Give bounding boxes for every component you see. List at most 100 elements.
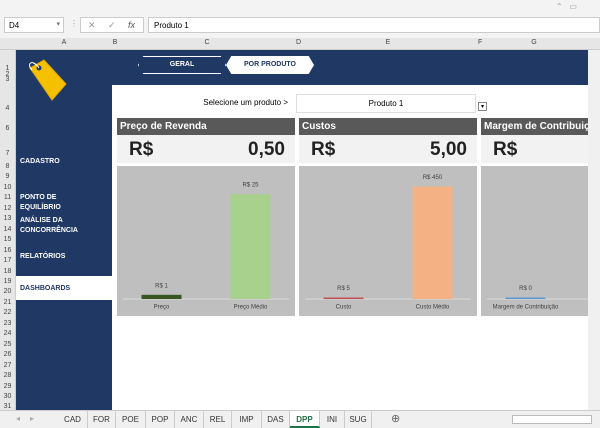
sheet-tab[interactable]: ANC	[175, 411, 204, 428]
sheet-tab-bar: ◂ ▸ ⊕ CAD FOR POE POP ANC REL IMP DAS DPP INI SUG	[0, 410, 600, 428]
tab-next[interactable]: ▸	[30, 414, 35, 423]
row-header: 22	[3, 309, 12, 316]
row-header: 17	[3, 257, 12, 264]
row-header: 6	[5, 125, 10, 132]
card-title: Preço de Revenda	[117, 118, 295, 135]
category-label: Preço	[154, 305, 170, 311]
card-title: Margem de Contribuição	[481, 118, 588, 135]
dropdown-arrow[interactable]: ▾	[478, 102, 487, 111]
sheet-tab[interactable]: INI	[320, 411, 345, 428]
category-label: Margem de Contribuição	[493, 305, 559, 311]
sidebar-item[interactable]: CADASTRO	[20, 158, 60, 165]
sidebar	[16, 50, 112, 410]
sheet-tab[interactable]: FOR	[88, 411, 116, 428]
row-header: 16	[3, 247, 12, 254]
column-header-bar	[0, 38, 600, 50]
value-label: R$ 0	[519, 286, 532, 292]
column-header: C	[204, 39, 210, 46]
sidebar-item[interactable]: RELATÓRIOS	[20, 253, 66, 260]
card-amount: 5,00	[430, 139, 467, 160]
selector-label: Selecione um produto >	[203, 98, 288, 107]
window-controls[interactable]: ⌃ ▭	[556, 2, 577, 11]
name-box[interactable]: D4 ▾	[4, 17, 64, 33]
vertical-scrollbar[interactable]	[588, 50, 600, 410]
value-label: R$ 25	[242, 183, 259, 189]
row-header: 26	[3, 351, 12, 358]
row-header: 20	[3, 288, 12, 295]
row-header: 21	[3, 299, 12, 306]
row-header: 14	[3, 226, 12, 233]
row-header: 3	[5, 76, 10, 83]
sheet-tab[interactable]: DPP	[290, 411, 320, 428]
card-currency: R$	[129, 139, 154, 160]
row-header: 8	[5, 163, 10, 170]
bar	[412, 186, 453, 299]
row-header: 7	[5, 150, 10, 157]
sheet-tab[interactable]: POE	[116, 411, 146, 428]
mini-chart: Custo R$ 5 Custo Médio R$ 450	[299, 166, 477, 316]
column-header: G	[531, 39, 537, 46]
sheet-tab[interactable]: SUG	[345, 411, 372, 428]
sidebar-item[interactable]: PONTO DE EQUILÍBRIO	[20, 194, 61, 211]
add-sheet[interactable]: ⊕	[391, 413, 401, 425]
cancel-icon[interactable]: ✕	[88, 20, 96, 30]
sheet-tab[interactable]: IMP	[232, 411, 262, 428]
card-amount-row	[117, 135, 295, 163]
row-header: 11	[3, 194, 12, 201]
title-bar: ⌃ ▭	[0, 0, 600, 14]
row-header: 18	[3, 268, 12, 275]
row-header: 1	[5, 65, 10, 72]
row-header: 25	[3, 341, 12, 348]
row-header: 29	[3, 383, 12, 390]
tag-icon	[29, 59, 67, 101]
horizontal-scrollbar[interactable]	[512, 415, 592, 424]
row-header-bar	[0, 50, 16, 410]
row-header: 12	[3, 205, 12, 212]
value-label: R$ 1	[155, 283, 168, 289]
card-currency: R$	[493, 139, 518, 160]
nav-button[interactable]: GERAL	[138, 56, 226, 74]
bar	[230, 194, 271, 299]
row-header: 10	[3, 184, 12, 191]
sheet-tab[interactable]: DAS	[262, 411, 290, 428]
formula-input[interactable]: Produto 1	[148, 17, 600, 33]
category-label: Custo	[336, 305, 352, 311]
sidebar-item[interactable]: ANÁLISE DA CONCORRÊNCIA	[20, 217, 78, 234]
row-header: 28	[3, 372, 12, 379]
card-amount-row	[481, 135, 588, 163]
sidebar-item[interactable]: DASHBOARDS	[16, 276, 112, 300]
formula-icons: ✕ ✓ fx	[80, 17, 144, 33]
sheet-tab[interactable]: POP	[146, 411, 175, 428]
row-header: 2	[5, 71, 10, 78]
value-label: R$ 450	[423, 175, 443, 181]
enter-icon[interactable]: ✓	[108, 20, 116, 30]
row-header: 31	[3, 403, 12, 410]
chart-background	[481, 166, 588, 316]
category-label: Custo Médio	[416, 305, 450, 311]
card-amount: 0,50	[248, 139, 285, 160]
row-header: 19	[3, 278, 12, 285]
column-header: E	[385, 39, 391, 46]
sheet-tab[interactable]: CAD	[58, 411, 88, 428]
category-label: Preço Médio	[234, 305, 268, 311]
tab-prev[interactable]: ◂	[16, 414, 21, 423]
card-currency: R$	[311, 139, 336, 160]
fx-icon[interactable]: fx	[128, 20, 136, 30]
row-header: 30	[3, 393, 12, 400]
bar	[323, 297, 364, 299]
row-header: 27	[3, 362, 12, 369]
name-box-text: D4	[9, 21, 20, 30]
nav-button[interactable]: POR PRODUTO	[226, 56, 314, 74]
value-label: R$ 5	[337, 286, 350, 292]
mini-chart: Preço R$ 1 Preço Médio R$ 25	[117, 166, 295, 316]
row-header: 13	[3, 215, 12, 222]
sheet-tab[interactable]: REL	[204, 411, 232, 428]
row-header: 9	[5, 173, 10, 180]
bar	[505, 297, 546, 299]
product-dropdown[interactable]: Produto 1	[296, 94, 476, 113]
row-header: 24	[3, 330, 12, 337]
row-header: 23	[3, 320, 12, 327]
